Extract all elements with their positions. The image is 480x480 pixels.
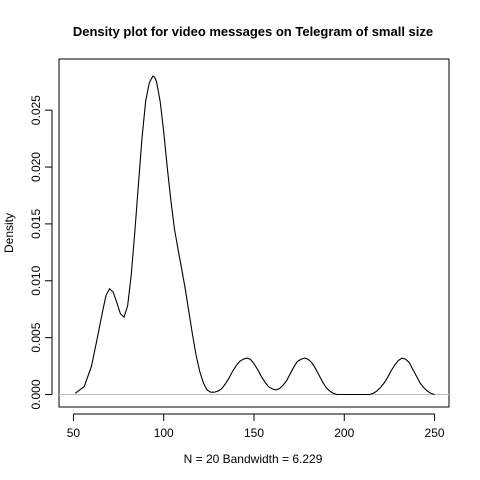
y-tick-label: 0.025 bbox=[29, 95, 43, 125]
x-axis: 50 100 150 200 250 bbox=[67, 413, 445, 440]
x-tick-label: 50 bbox=[67, 426, 81, 440]
x-tick-label: 200 bbox=[334, 426, 354, 440]
y-tick-label: 0.020 bbox=[29, 152, 43, 182]
chart-title: Density plot for video messages on Teleg… bbox=[73, 24, 433, 39]
y-axis: 0.000 0.005 0.010 0.015 0.020 0.025 bbox=[29, 95, 53, 410]
x-axis-label: N = 20 Bandwidth = 6.229 bbox=[184, 452, 323, 466]
y-tick-label: 0.005 bbox=[29, 322, 43, 352]
plot-frame bbox=[58, 58, 450, 408]
x-tick-label: 250 bbox=[425, 426, 445, 440]
y-tick-label: 0.000 bbox=[29, 379, 43, 409]
y-axis-label: Density bbox=[2, 213, 16, 253]
x-tick-label: 100 bbox=[154, 426, 174, 440]
y-tick-label: 0.015 bbox=[29, 209, 43, 239]
x-tick-label: 150 bbox=[244, 426, 264, 440]
y-tick-label: 0.010 bbox=[29, 265, 43, 295]
density-curve bbox=[74, 75, 435, 396]
